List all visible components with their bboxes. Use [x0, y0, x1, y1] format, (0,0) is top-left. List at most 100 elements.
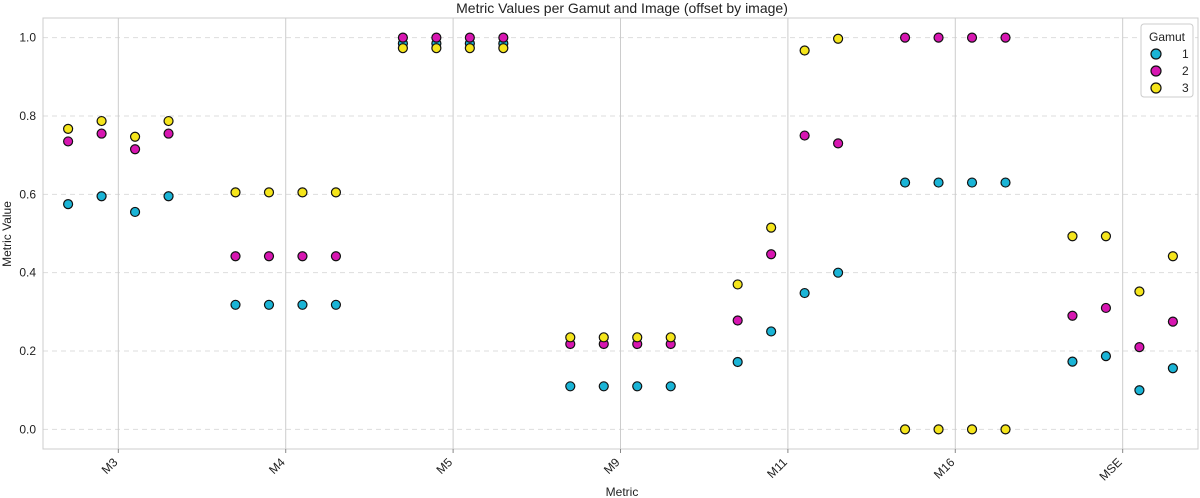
y-tick-label: 0.6 [19, 187, 36, 201]
data-point-gamut-1 [766, 326, 777, 337]
x-tick-layer: M3 M4 M5 M9 M11 M16 MSE [99, 449, 1125, 484]
data-point-gamut-1 [1067, 356, 1078, 367]
data-point-gamut-2 [1134, 342, 1145, 353]
data-point-gamut-2 [498, 32, 509, 43]
data-point-gamut-3 [833, 33, 844, 44]
data-point-gamut-2 [1000, 32, 1011, 43]
y-tick-label: 0.2 [19, 344, 36, 358]
data-point-gamut-3 [397, 43, 408, 54]
data-point-gamut-3 [297, 187, 308, 198]
data-point-gamut-1 [565, 381, 576, 392]
data-point-gamut-1 [1167, 363, 1178, 374]
data-point-gamut-3 [96, 115, 107, 127]
data-point-gamut-2 [163, 128, 174, 139]
data-point-gamut-2 [1067, 310, 1078, 321]
y-tick-layer: 0.0 0.2 0.4 0.6 0.8 1.0 [19, 31, 36, 437]
x-tick-label: M5 [434, 455, 456, 477]
y-tick-label: 0.4 [19, 266, 36, 280]
data-point-gamut-3 [933, 424, 944, 435]
data-point-gamut-1 [933, 177, 944, 188]
data-point-gamut-3 [330, 187, 342, 198]
x-tick-label: MSE [1097, 455, 1125, 483]
legend-marker-gamut-3 [1150, 82, 1162, 94]
data-point-gamut-2 [230, 251, 241, 262]
data-point-gamut-2 [397, 32, 408, 43]
data-point-gamut-2 [464, 32, 475, 43]
legend-title: Gamut [1149, 30, 1186, 44]
data-point-gamut-1 [263, 299, 275, 310]
data-point-gamut-3 [464, 43, 475, 54]
x-tick-label: M11 [764, 455, 790, 481]
data-point-gamut-1 [632, 381, 643, 392]
data-point-gamut-3 [1100, 231, 1112, 242]
data-point-gamut-3 [1000, 424, 1011, 435]
data-point-gamut-3 [163, 115, 174, 127]
data-point-gamut-2 [732, 315, 743, 326]
data-point-gamut-3 [899, 424, 911, 435]
data-point-gamut-2 [933, 32, 944, 43]
data-point-gamut-1 [833, 267, 844, 278]
data-point-gamut-1 [732, 356, 743, 368]
data-point-gamut-1 [297, 299, 308, 310]
data-point-gamut-1 [1000, 177, 1011, 188]
data-point-gamut-3 [565, 332, 576, 343]
y-tick-label: 0.0 [19, 422, 36, 436]
data-point-gamut-3 [766, 222, 777, 233]
data-point-gamut-3 [1134, 286, 1145, 297]
data-point-gamut-3 [732, 279, 743, 290]
legend-marker-gamut-1 [1150, 48, 1162, 60]
data-point-gamut-2 [330, 251, 342, 262]
x-tick-label: M3 [99, 455, 121, 477]
data-point-gamut-1 [96, 191, 107, 202]
grid-layer [43, 18, 1198, 449]
point-layer [63, 32, 1178, 435]
data-point-gamut-1 [966, 177, 978, 188]
data-point-gamut-2 [966, 32, 978, 43]
legend-label: 1 [1182, 47, 1189, 61]
x-axis-label: Metric [606, 485, 639, 498]
data-point-gamut-1 [1134, 385, 1145, 396]
data-point-gamut-2 [766, 249, 777, 260]
data-point-gamut-2 [799, 130, 810, 141]
data-point-gamut-3 [966, 424, 978, 435]
data-point-gamut-2 [899, 32, 911, 43]
data-point-gamut-3 [1067, 231, 1078, 242]
data-point-gamut-1 [129, 206, 141, 218]
data-point-gamut-1 [330, 299, 342, 310]
legend-label: 2 [1182, 64, 1189, 78]
data-point-gamut-3 [129, 131, 141, 142]
x-tick-label: M4 [266, 455, 288, 477]
data-point-gamut-2 [431, 32, 442, 43]
y-tick-label: 0.8 [19, 109, 36, 123]
data-point-gamut-1 [799, 287, 810, 299]
legend-box [1140, 23, 1194, 98]
legend-marker-gamut-2 [1150, 65, 1162, 77]
data-point-gamut-2 [1167, 316, 1178, 327]
x-tick-label: M9 [601, 455, 623, 477]
data-point-gamut-1 [598, 381, 609, 392]
data-point-gamut-1 [1100, 351, 1112, 362]
data-point-gamut-2 [833, 138, 844, 149]
data-point-gamut-2 [129, 144, 141, 155]
data-point-gamut-2 [1100, 302, 1112, 314]
data-point-gamut-1 [899, 177, 911, 188]
data-point-gamut-1 [230, 299, 241, 310]
data-point-gamut-1 [665, 381, 676, 392]
chart-title: Metric Values per Gamut and Image (offse… [456, 0, 788, 16]
data-point-gamut-2 [263, 251, 275, 262]
data-point-gamut-3 [263, 187, 275, 198]
data-point-gamut-3 [665, 332, 676, 343]
data-point-gamut-2 [297, 251, 308, 262]
data-point-gamut-1 [63, 199, 74, 210]
data-point-gamut-2 [63, 136, 74, 147]
data-point-gamut-3 [498, 43, 509, 54]
data-point-gamut-3 [230, 187, 241, 198]
data-point-gamut-3 [799, 45, 810, 56]
data-point-gamut-3 [431, 43, 442, 54]
legend-label: 3 [1182, 81, 1189, 95]
data-point-gamut-3 [1167, 251, 1178, 262]
data-point-gamut-2 [96, 128, 107, 139]
y-tick-label: 1.0 [19, 31, 36, 45]
